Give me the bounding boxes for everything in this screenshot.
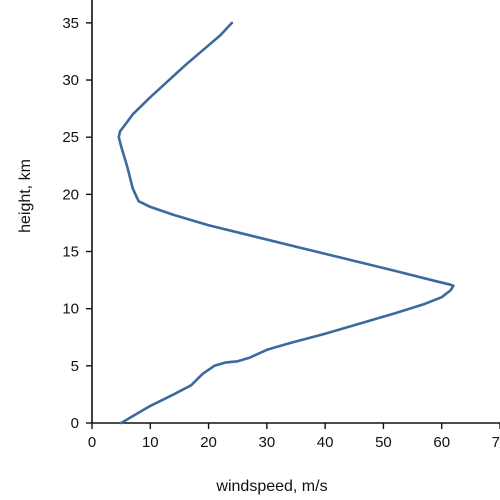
plot-area: 0 10 20 30 40 50 60 70 0 5 10 15 20 25 30 35 xyxy=(62,0,500,451)
y-tick-label: 0 xyxy=(71,415,79,432)
y-tick-label: 15 xyxy=(62,244,79,261)
x-tick-label: 60 xyxy=(433,434,450,451)
x-tick-label: 20 xyxy=(200,434,217,451)
y-tick-label: 35 xyxy=(62,15,79,32)
series-line xyxy=(117,21,455,425)
y-tick-label: 5 xyxy=(71,358,79,375)
y-axis-ticks: 0 5 10 15 20 25 30 35 xyxy=(62,15,92,432)
y-tick-label: 20 xyxy=(62,186,79,203)
x-tick-label: 70 xyxy=(492,434,500,451)
x-tick-label: 30 xyxy=(259,434,276,451)
series-group xyxy=(117,21,455,425)
x-axis-ticks: 0 10 20 30 40 50 60 70 xyxy=(88,423,500,451)
x-tick-label: 0 xyxy=(88,434,96,451)
y-axis-label: height, km xyxy=(17,159,34,233)
y-tick-label: 25 xyxy=(62,129,79,146)
x-tick-label: 10 xyxy=(142,434,159,451)
x-axis-label: windspeed, m/s xyxy=(215,478,327,495)
x-tick-label: 40 xyxy=(317,434,334,451)
y-tick-label: 10 xyxy=(62,301,79,318)
x-tick-label: 50 xyxy=(375,434,392,451)
y-tick-label: 30 xyxy=(62,72,79,89)
